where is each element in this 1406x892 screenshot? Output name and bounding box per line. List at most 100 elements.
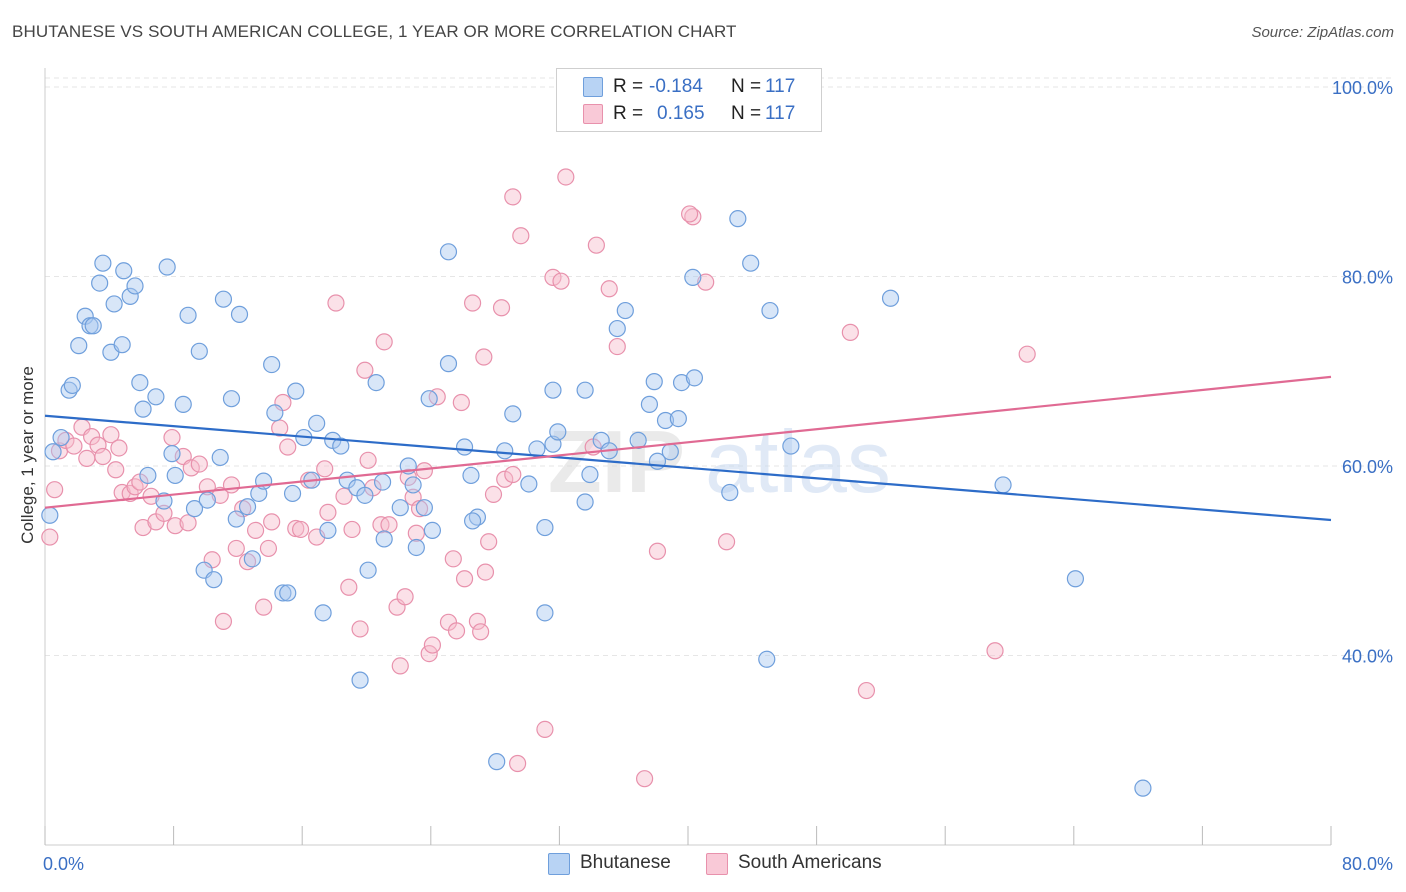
legend-n-label: N = [731, 76, 762, 97]
bhutanese-point [230, 305, 249, 323]
bhutanese-point [113, 336, 131, 354]
south-americans-point [492, 299, 511, 317]
bhutanese-point [462, 466, 480, 485]
bhutanese-point [63, 376, 81, 395]
bhutanese-point [287, 382, 305, 400]
south-americans-point [480, 533, 498, 551]
tick-labels: 100.0% 80.0% 60.0% 40.0% 0.0% 80.0% [43, 78, 1393, 874]
bhutanese-point [455, 438, 474, 456]
south-americans-point [83, 428, 101, 446]
legend-n-label: N = [731, 103, 762, 124]
bhutanese-point [263, 355, 281, 374]
south-americans-point [163, 428, 181, 447]
south-americans-point [65, 437, 83, 455]
y-tick-label: 100.0% [1332, 78, 1393, 98]
south-americans-point [214, 612, 233, 630]
bhutanese-point [214, 290, 233, 308]
bhutanese-point [373, 473, 392, 491]
bhutanese-point [375, 530, 393, 548]
correlation-legend: R = -0.184 N = 117 R = 0.165 N = 117 [556, 68, 822, 132]
bhutanese-point [439, 243, 458, 261]
series-legend: Bhutanese South Americans [0, 852, 1406, 878]
south-americans-point [46, 481, 64, 499]
south-americans-point [327, 294, 345, 312]
bhutanese-point [359, 561, 377, 579]
south-americans-point [179, 514, 197, 532]
south-americans-point [335, 487, 353, 505]
watermark-atlas: atlas [705, 412, 891, 511]
south-americans-point [222, 476, 241, 494]
bhutanese-point [279, 584, 297, 602]
bhutanese-point [782, 437, 800, 455]
south-americans-trend-line [44, 375, 1332, 509]
south-americans-point [552, 272, 570, 290]
legend-n-value: 117 [765, 103, 796, 124]
bhutanese-point [404, 476, 422, 494]
legend-r-label: R = [613, 76, 644, 97]
x-tick-label: 0.0% [43, 854, 84, 874]
bhutanese-point [544, 381, 562, 399]
south-americans-point [155, 504, 173, 522]
south-americans-point [182, 459, 200, 477]
bhutanese-point [166, 466, 184, 485]
bhutanese-point [205, 571, 223, 589]
south-americans-point [319, 503, 337, 522]
south-americans-point [78, 449, 96, 467]
bhutanese-point [608, 319, 626, 338]
south-americans-point [391, 657, 409, 675]
bhutanese-point [1066, 570, 1085, 588]
bhutanese-point [684, 268, 702, 287]
bhutanese-point [391, 499, 409, 517]
bhutanese-point [661, 443, 679, 461]
south-americans-point [107, 461, 125, 479]
south-americans-point [375, 333, 393, 351]
bhutanese-point [94, 254, 112, 272]
south-americans-point [94, 447, 112, 466]
bhutanese-point [488, 753, 506, 771]
south-americans-point [557, 168, 575, 186]
bhutanese-point [283, 484, 302, 503]
bhutanese-point [463, 512, 482, 530]
legend-r-value: -0.184 [649, 76, 703, 97]
bhutanese-point [227, 510, 245, 528]
bhutanese-point [742, 254, 760, 272]
south-americans-point [587, 236, 605, 254]
south-americans-point [512, 227, 530, 245]
south-americans-point [681, 205, 699, 223]
south-americans-point [423, 636, 442, 654]
chart-source: Source: ZipAtlas.com [1251, 24, 1394, 41]
south-americans-point [544, 268, 562, 287]
south-americans-point [166, 517, 184, 535]
bhutanese-point [1134, 779, 1152, 797]
south-americans-point [271, 419, 289, 437]
south-americans-point [504, 465, 522, 484]
south-americans-point [396, 588, 414, 606]
south-americans-point [340, 578, 358, 596]
south-americans-point [259, 539, 278, 558]
bhutanese-point [420, 390, 438, 408]
south-americans-point [316, 460, 334, 478]
south-americans-point [444, 550, 462, 568]
bhutanese-point [266, 404, 284, 422]
south-americans-point [841, 323, 859, 341]
bhutanese-point [576, 493, 594, 511]
x-tick-label: 80.0% [1342, 854, 1393, 874]
bhutanese-point [70, 337, 88, 355]
bhutanese-point [274, 584, 292, 602]
south-americans-point [102, 426, 120, 444]
bhutanese-point [576, 381, 594, 399]
bhutanese-point [52, 428, 70, 447]
bhutanese-point [179, 306, 197, 324]
bhutanese-point [126, 277, 144, 295]
legend-swatch-blue [583, 77, 603, 97]
bhutanese-point [41, 506, 59, 524]
legend-label-south-americans: South Americans [738, 852, 882, 873]
legend-label-bhutanese: Bhutanese [580, 852, 671, 873]
legend-n-value: 117 [765, 76, 796, 97]
bhutanese-point [729, 210, 747, 228]
bhutanese-point [504, 405, 522, 423]
south-americans-point [291, 520, 310, 539]
south-americans-point [484, 485, 503, 504]
bhutanese-point [721, 483, 739, 502]
south-americans-point [190, 455, 208, 473]
